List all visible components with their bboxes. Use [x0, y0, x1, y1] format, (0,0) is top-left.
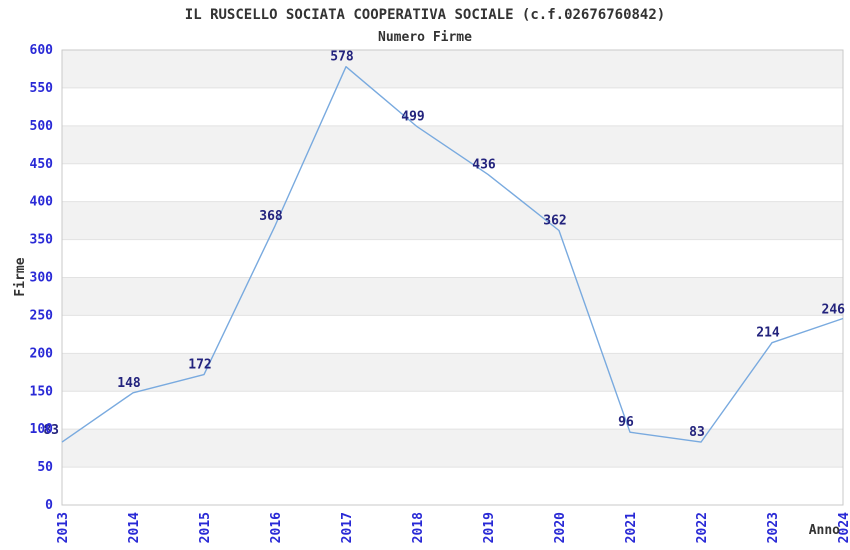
- x-axis-title: Anno: [809, 523, 840, 538]
- data-point-label: 362: [543, 213, 566, 228]
- plot-area: 83 148 172 368 578 499 436 362 96 83 214 246 0 50 100 1…: [30, 43, 850, 543]
- y-tick-label: 0: [45, 498, 53, 513]
- x-tick-label: 2020: [553, 512, 568, 543]
- data-point-label: 499: [401, 110, 424, 125]
- x-tick-label: 2016: [269, 512, 284, 543]
- x-tick-label: 2014: [127, 512, 142, 543]
- y-tick-label: 350: [30, 233, 54, 248]
- y-tick-label: 250: [30, 308, 54, 323]
- x-tick-label: 2015: [198, 512, 213, 543]
- data-point-label: 83: [689, 425, 705, 440]
- plot-band: [62, 429, 843, 468]
- chart-subtitle: Numero Firme: [378, 30, 472, 45]
- data-point-label: 246: [822, 302, 846, 317]
- y-tick-label: 150: [30, 384, 54, 399]
- x-tick-label: 2021: [624, 512, 639, 543]
- data-point-label: 148: [117, 376, 141, 391]
- y-tick-label: 100: [30, 422, 54, 437]
- y-axis-title: Firme: [13, 257, 28, 296]
- plot-border: [61, 49, 844, 506]
- data-point-label: 83: [43, 423, 59, 438]
- plot-band: [62, 125, 843, 164]
- x-tick-label: 2022: [695, 512, 710, 543]
- x-tick-label: 2017: [340, 512, 355, 543]
- chart-title: IL RUSCELLO SOCIATA COOPERATIVA SOCIALE …: [185, 7, 665, 23]
- data-line: [61, 65, 844, 443]
- x-tick-label: 2019: [482, 512, 497, 543]
- y-tick-label: 450: [30, 157, 54, 172]
- x-tick-label: 2023: [766, 512, 781, 543]
- y-tick-label: 500: [30, 119, 54, 134]
- y-tick-label: 600: [30, 43, 54, 58]
- x-tick-label: 2024: [837, 512, 850, 543]
- y-tick-label: 400: [30, 195, 54, 210]
- data-point-label: 578: [330, 50, 354, 65]
- y-tick-label: 300: [30, 271, 54, 286]
- y-tick-label: 50: [37, 460, 53, 475]
- y-tick-label: 200: [30, 346, 54, 361]
- data-point-label: 96: [618, 415, 634, 430]
- x-tick-label: 2013: [56, 512, 71, 543]
- data-point-label: 172: [188, 358, 211, 373]
- x-tick-label: 2018: [411, 512, 426, 543]
- data-point-label: 368: [259, 209, 283, 224]
- plot-band: [62, 201, 843, 240]
- plot-band: [62, 50, 843, 88]
- data-point-label: 436: [472, 157, 496, 172]
- plot-band: [62, 353, 843, 392]
- plot-band: [62, 277, 843, 316]
- data-point-label: 214: [756, 326, 780, 341]
- y-tick-label: 550: [30, 81, 54, 96]
